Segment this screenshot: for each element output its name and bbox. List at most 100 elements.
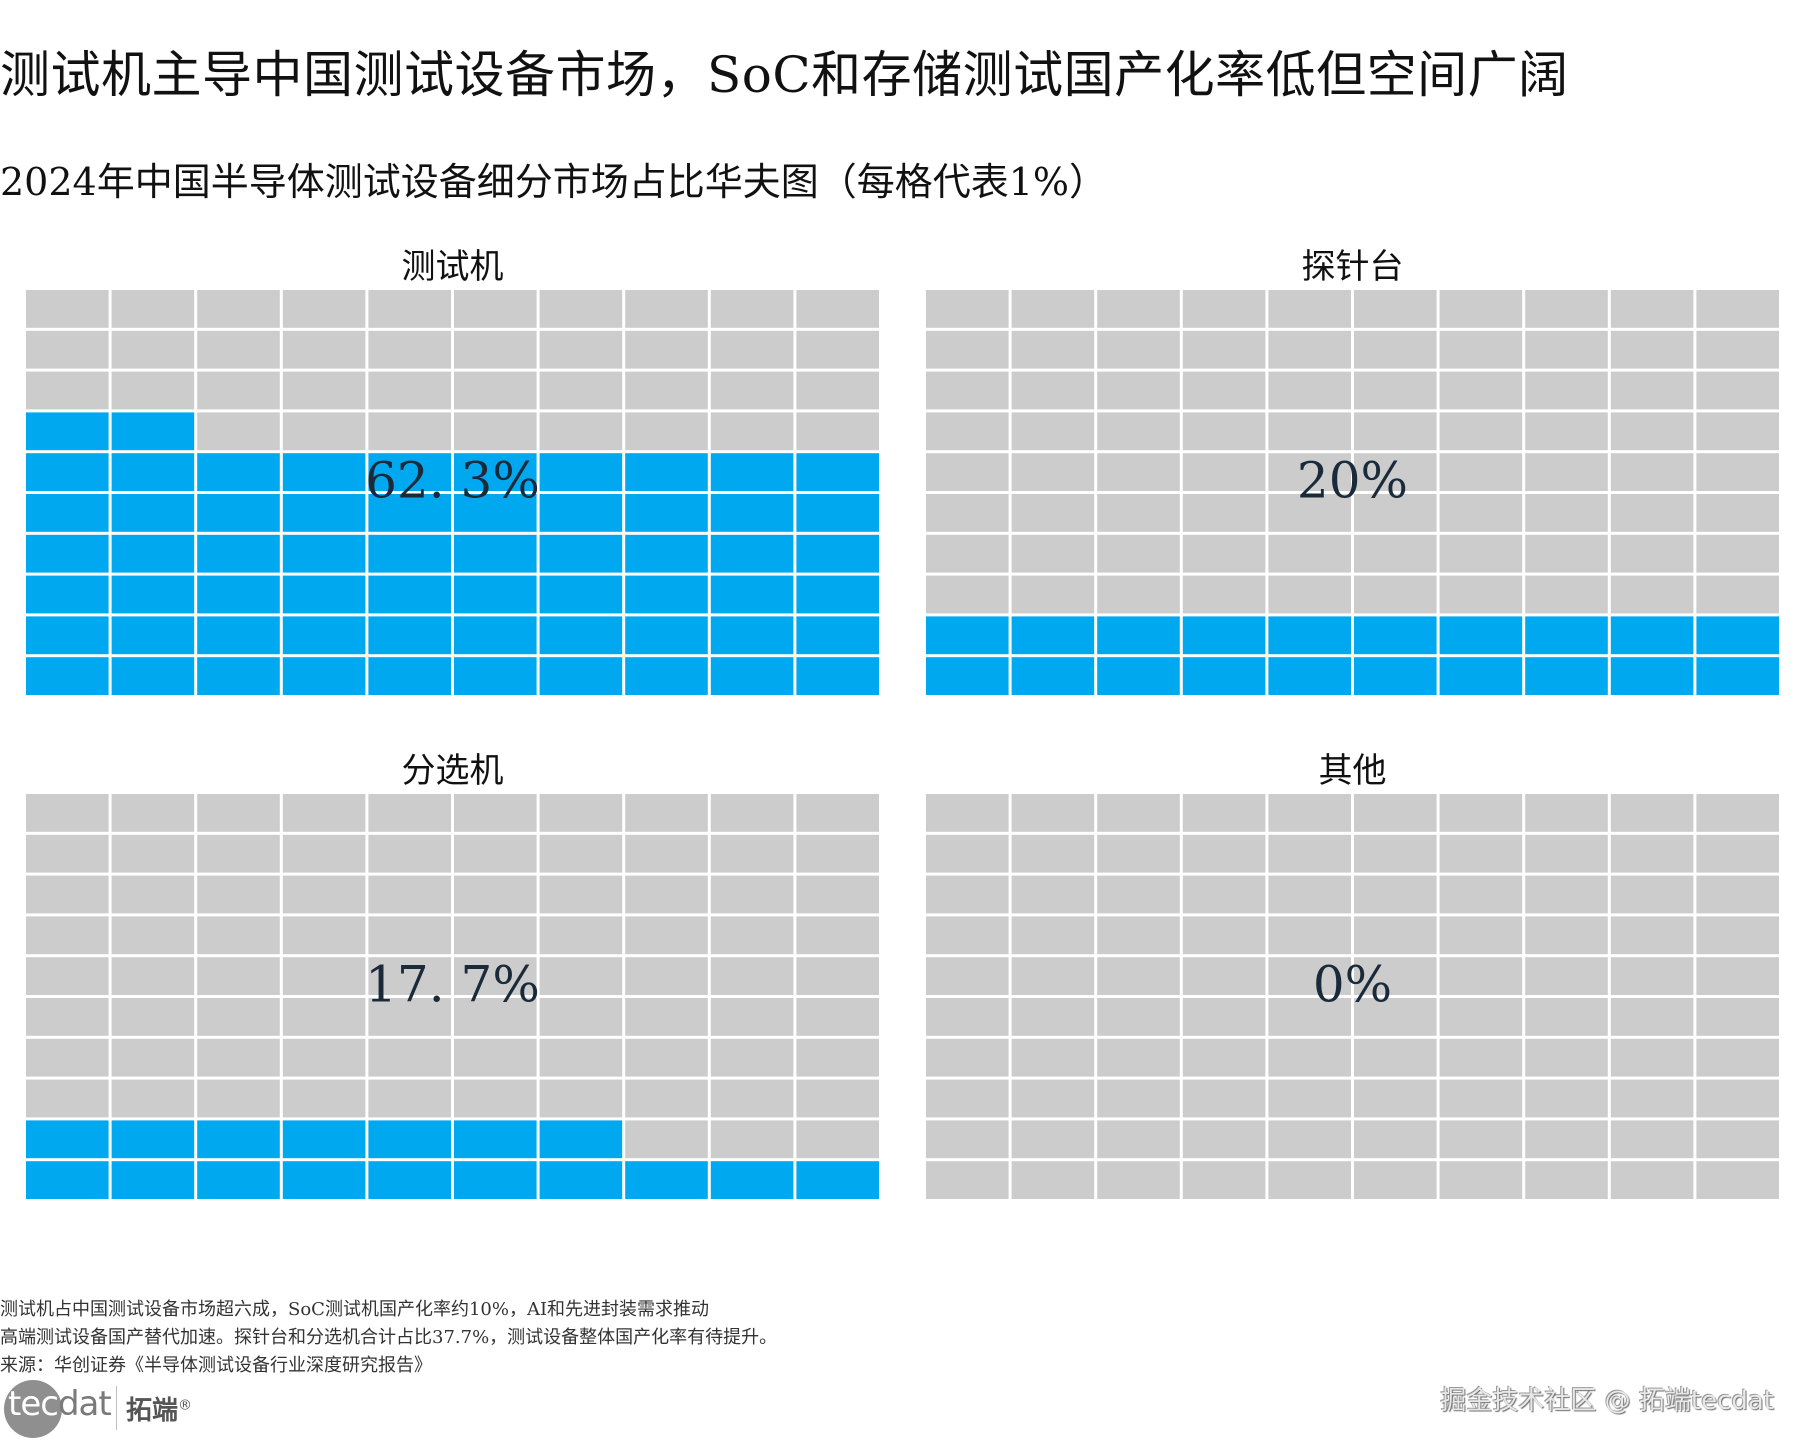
waffle-cell-empty: [1439, 1038, 1523, 1077]
waffle-cell-empty: [1354, 834, 1437, 873]
waffle-cell-empty: [710, 371, 794, 410]
waffle-cell-empty: [26, 371, 109, 410]
waffle-cell-empty: [1011, 794, 1095, 832]
panel-percentage-label: 20%: [1297, 452, 1408, 510]
waffle-cell-filled: [539, 494, 623, 532]
waffle-cell-empty: [197, 875, 280, 914]
waffle-cell-empty: [1011, 875, 1095, 914]
waffle-cell-empty: [1011, 412, 1095, 451]
waffle-cell-empty: [1097, 1161, 1180, 1199]
waffle-cell-empty: [1610, 1120, 1694, 1159]
waffle-cell-filled: [539, 575, 623, 614]
waffle-cell-filled: [111, 534, 195, 573]
waffle-cell-empty: [368, 998, 451, 1036]
waffle-cell-filled: [710, 616, 794, 655]
waffle-cell-empty: [282, 834, 366, 873]
waffle-cell-empty: [1610, 534, 1694, 573]
waffle-cell-filled: [26, 575, 109, 614]
waffle-cell-empty: [1268, 794, 1351, 832]
waffle-cell-empty: [1525, 575, 1608, 614]
waffle-cell-empty: [1097, 371, 1180, 410]
waffle-cell-empty: [368, 412, 451, 451]
waffle-cell-empty: [1097, 1120, 1180, 1159]
waffle-cell-empty: [1525, 834, 1608, 873]
waffle-cell-empty: [1696, 957, 1779, 995]
waffle-cell-empty: [1097, 290, 1180, 328]
waffle-cell-filled: [625, 534, 708, 573]
waffle-cell-empty: [539, 998, 623, 1036]
waffle-cell-filled: [26, 657, 109, 695]
waffle-cell-empty: [1439, 834, 1523, 873]
waffle-cell-empty: [926, 875, 1009, 914]
waffle-cell-empty: [710, 998, 794, 1036]
waffle-cell-empty: [368, 916, 451, 955]
waffle-cell-empty: [282, 794, 366, 832]
waffle-cell-empty: [926, 794, 1009, 832]
waffle-cell-empty: [1610, 1038, 1694, 1077]
waffle-cell-empty: [368, 371, 451, 410]
waffle-cell-empty: [796, 834, 879, 873]
waffle-cell-empty: [1268, 834, 1351, 873]
waffle-cell-empty: [539, 290, 623, 328]
waffle-cell-empty: [1525, 1161, 1608, 1199]
waffle-cell-empty: [1525, 916, 1608, 955]
waffle-cell-empty: [1610, 371, 1694, 410]
waffle-cell-filled: [625, 1161, 708, 1199]
panel-title: 分选机: [402, 751, 504, 791]
waffle-cell-filled: [111, 412, 195, 451]
waffle-cell-empty: [1268, 534, 1351, 573]
waffle-cell-empty: [926, 834, 1009, 873]
waffle-cell-filled: [282, 494, 366, 532]
waffle-cell-filled: [454, 1120, 537, 1159]
waffle-cell-empty: [1696, 875, 1779, 914]
waffle-cell-empty: [1182, 575, 1266, 614]
waffle-cell-filled: [539, 657, 623, 695]
waffle-cell-empty: [1182, 834, 1266, 873]
waffle-cell-empty: [796, 1079, 879, 1118]
waffle-cell-filled: [1182, 657, 1266, 695]
waffle-cell-empty: [1182, 794, 1266, 832]
waffle-cell-empty: [1182, 290, 1266, 328]
waffle-cell-empty: [1439, 957, 1523, 995]
waffle-cell-empty: [1182, 534, 1266, 573]
waffle-cell-empty: [1354, 957, 1437, 995]
logo-text-dat: dat: [57, 1384, 112, 1424]
waffle-cell-empty: [710, 1079, 794, 1118]
waffle-cell-empty: [282, 1079, 366, 1118]
panel-title: 探针台: [1302, 247, 1404, 287]
waffle-cell-empty: [1182, 453, 1266, 491]
waffle-cell-empty: [625, 371, 708, 410]
waffle-cell-empty: [111, 834, 195, 873]
waffle-cell-empty: [625, 290, 708, 328]
waffle-cell-filled: [710, 453, 794, 491]
waffle-cell-empty: [26, 1038, 109, 1077]
waffle-cell-empty: [1525, 998, 1608, 1036]
waffle-cell-empty: [111, 330, 195, 369]
waffle-cell-empty: [1610, 494, 1694, 532]
waffle-cell-empty: [1610, 330, 1694, 369]
page-title: 测试机主导中国测试设备市场，SoC和存储测试国产化率低但空间广阔: [0, 46, 1569, 104]
waffle-cell-empty: [1097, 875, 1180, 914]
waffle-cell-empty: [1696, 453, 1779, 491]
waffle-cell-empty: [26, 1079, 109, 1118]
waffle-cell-empty: [368, 1079, 451, 1118]
waffle-cell-filled: [368, 1120, 451, 1159]
waffle-cell-empty: [710, 1038, 794, 1077]
waffle-cell-filled: [1182, 616, 1266, 655]
waffle-panel-2: 探针台 20%: [926, 247, 1779, 695]
waffle-cell-empty: [1610, 1079, 1694, 1118]
waffle-cell-empty: [1097, 794, 1180, 832]
waffle-cell-filled: [1525, 657, 1608, 695]
waffle-cell-empty: [26, 916, 109, 955]
waffle-cell-empty: [197, 1079, 280, 1118]
waffle-cell-empty: [1182, 1120, 1266, 1159]
waffle-cell-filled: [282, 534, 366, 573]
waffle-cell-empty: [26, 834, 109, 873]
waffle-cell-empty: [1268, 916, 1351, 955]
waffle-chart: 测试机 62. 3% 探针台 20% 分选机 17. 7% 其他 0%: [26, 247, 1779, 1199]
waffle-cell-empty: [26, 998, 109, 1036]
waffle-cell-filled: [796, 534, 879, 573]
waffle-cell-empty: [1097, 957, 1180, 995]
waffle-cell-empty: [111, 794, 195, 832]
waffle-cell-empty: [111, 916, 195, 955]
